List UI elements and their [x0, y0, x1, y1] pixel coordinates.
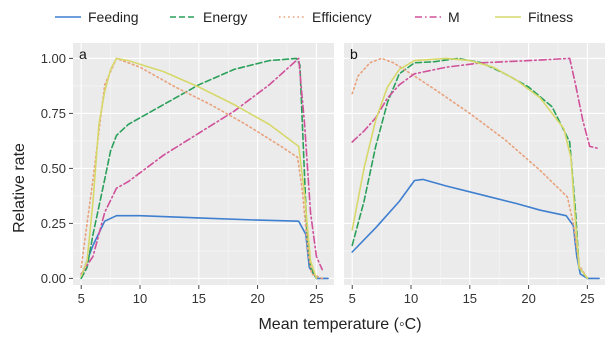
- legend-label-efficiency: Efficiency: [312, 9, 372, 25]
- y-tick-label: 0.75: [41, 106, 66, 121]
- y-axis-ticks: 0.00 0.25 0.50 0.75 1.00: [41, 51, 73, 286]
- x-tick-label: 10: [404, 291, 418, 306]
- x-tick-label: 20: [250, 291, 264, 306]
- legend: Feeding Energy Efficiency M Fitness: [55, 9, 573, 25]
- series-line-m: [80, 57, 323, 275]
- x-tick-label: 10: [133, 291, 147, 306]
- x-tick-label: 5: [78, 291, 85, 306]
- x-tick-label: 5: [349, 291, 356, 306]
- legend-label-feeding: Feeding: [88, 9, 139, 25]
- x-tick-label: 25: [580, 291, 594, 306]
- series-line-fitness: [351, 57, 589, 280]
- y-axis-title: Relative rate: [11, 143, 28, 233]
- series-line-efficiency: [80, 57, 323, 280]
- panel-a: a 5 10 15 20 25: [73, 43, 334, 306]
- series-line-m: [351, 57, 600, 150]
- y-tick-label: 0.25: [41, 216, 66, 231]
- x-tick-label: 15: [463, 291, 477, 306]
- legend-label-m: M: [448, 9, 460, 25]
- panel-b: b 5 10 15 20 25: [344, 43, 605, 306]
- panel-label: b: [350, 46, 358, 62]
- legend-label-fitness: Fitness: [528, 9, 573, 25]
- y-tick-label: 1.00: [41, 51, 66, 66]
- series-line-feeding: [80, 214, 329, 280]
- x-tick-label: 20: [521, 291, 535, 306]
- x-tick-label: 25: [309, 291, 323, 306]
- series-line-efficiency: [351, 57, 589, 280]
- x-axis-title: Mean temperature (◦C): [258, 316, 421, 333]
- legend-label-energy: Energy: [203, 9, 247, 25]
- panel-label: a: [79, 46, 87, 62]
- panel-background: [73, 43, 334, 285]
- series-line-energy: [80, 57, 318, 280]
- series-line-fitness: [80, 57, 318, 280]
- y-tick-label: 0.50: [41, 161, 66, 176]
- x-tick-label: 15: [192, 291, 206, 306]
- y-tick-label: 0.00: [41, 271, 66, 286]
- panel-background: [344, 43, 605, 285]
